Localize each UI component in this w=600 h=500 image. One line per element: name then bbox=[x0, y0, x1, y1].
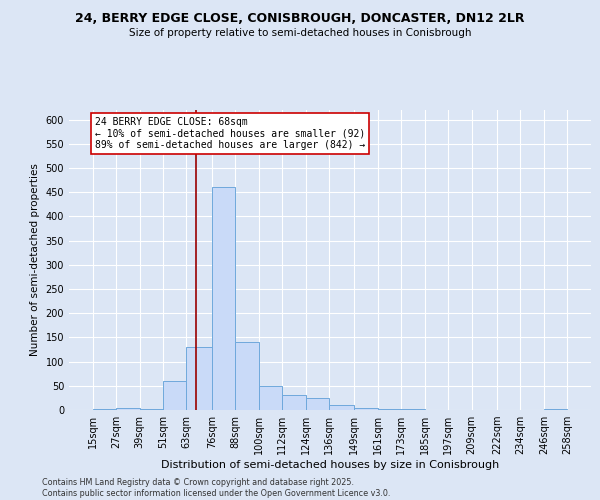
Bar bbox=[93, 409, 116, 410]
Bar bbox=[212, 188, 235, 410]
Bar bbox=[305, 398, 329, 410]
Bar bbox=[355, 408, 378, 410]
Bar bbox=[140, 408, 163, 410]
Text: 24, BERRY EDGE CLOSE, CONISBROUGH, DONCASTER, DN12 2LR: 24, BERRY EDGE CLOSE, CONISBROUGH, DONCA… bbox=[75, 12, 525, 26]
Bar bbox=[282, 396, 305, 410]
Bar bbox=[187, 347, 212, 410]
Bar bbox=[116, 408, 140, 410]
Bar bbox=[329, 405, 355, 410]
Bar bbox=[544, 409, 567, 410]
Text: 24 BERRY EDGE CLOSE: 68sqm
← 10% of semi-detached houses are smaller (92)
89% of: 24 BERRY EDGE CLOSE: 68sqm ← 10% of semi… bbox=[95, 118, 365, 150]
Bar bbox=[259, 386, 282, 410]
Bar bbox=[401, 409, 425, 410]
Bar bbox=[378, 408, 401, 410]
Bar bbox=[163, 381, 187, 410]
X-axis label: Distribution of semi-detached houses by size in Conisbrough: Distribution of semi-detached houses by … bbox=[161, 460, 499, 470]
Y-axis label: Number of semi-detached properties: Number of semi-detached properties bbox=[30, 164, 40, 356]
Bar bbox=[235, 342, 259, 410]
Text: Size of property relative to semi-detached houses in Conisbrough: Size of property relative to semi-detach… bbox=[129, 28, 471, 38]
Text: Contains HM Land Registry data © Crown copyright and database right 2025.
Contai: Contains HM Land Registry data © Crown c… bbox=[42, 478, 391, 498]
